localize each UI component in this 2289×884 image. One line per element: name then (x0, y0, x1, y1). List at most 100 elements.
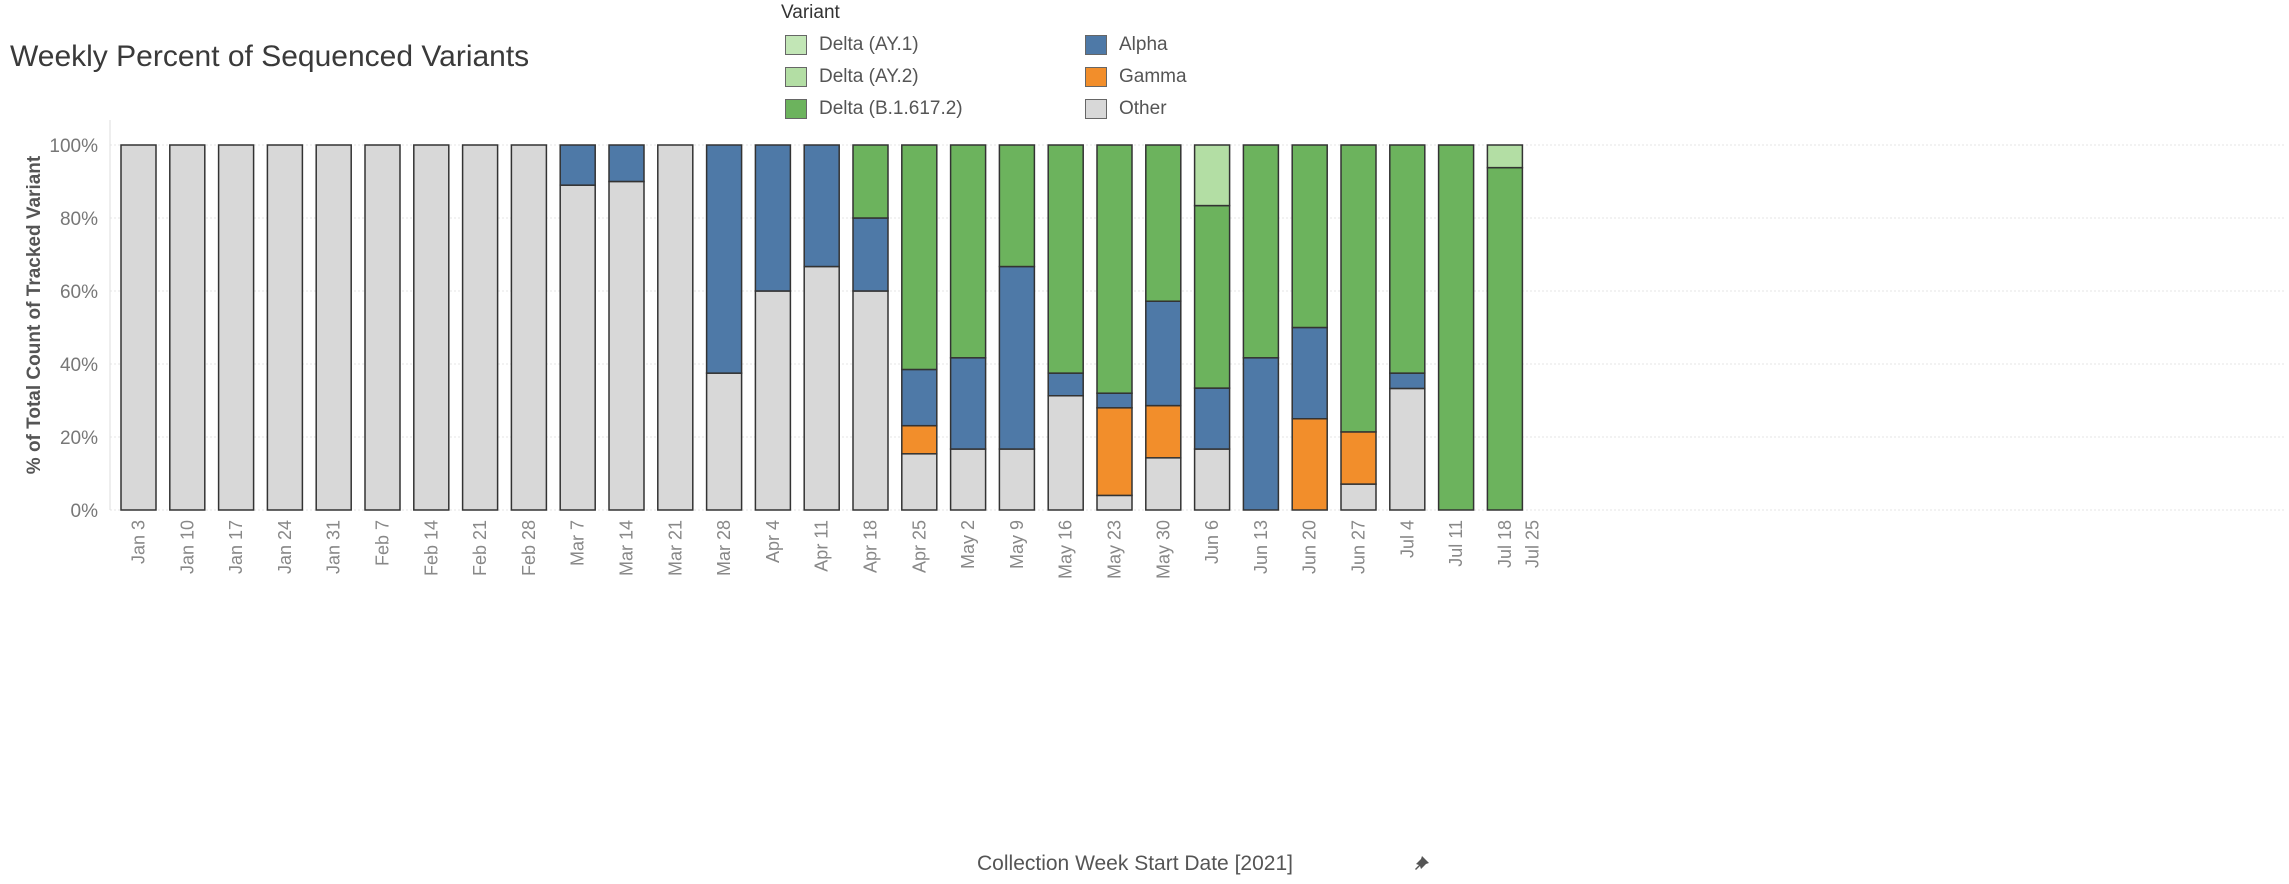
bar-segment[interactable] (1047, 395, 1084, 511)
x-tick-label: Feb 7 (373, 520, 393, 566)
bar-segment[interactable] (1389, 372, 1426, 390)
y-tick-label: 80% (60, 209, 98, 230)
bar-segment[interactable] (1145, 404, 1182, 459)
legend-title: Variant (781, 2, 840, 23)
bar-segment[interactable] (1096, 494, 1133, 511)
bar-segment[interactable] (120, 144, 157, 511)
bar-segment[interactable] (266, 144, 304, 511)
bar-segment[interactable] (1145, 300, 1182, 407)
bar-segment[interactable] (852, 144, 889, 219)
x-axis-label: Collection Week Start Date [2021] (977, 852, 1293, 875)
bar-segment[interactable] (169, 144, 206, 511)
bar-segment[interactable] (901, 453, 938, 511)
legend-item[interactable]: Delta (AY.1) (785, 32, 1085, 58)
bar-segment[interactable] (852, 217, 889, 292)
bar-segment[interactable] (1291, 326, 1328, 420)
bar-segment[interactable] (315, 144, 352, 511)
x-tick-label: Jan 10 (177, 520, 197, 574)
bar-segment[interactable] (1340, 431, 1377, 485)
bar-segment[interactable] (1145, 144, 1182, 302)
bar-segment[interactable] (852, 290, 889, 511)
bar-segment[interactable] (1145, 457, 1182, 511)
bar-segment[interactable] (1242, 144, 1280, 359)
bar-segment[interactable] (705, 144, 743, 374)
x-tick-label: Mar 21 (665, 520, 685, 576)
bar-segment[interactable] (754, 290, 792, 511)
bar-segment[interactable] (803, 144, 840, 268)
bar-segment[interactable] (559, 144, 596, 186)
bar-segment[interactable] (608, 144, 645, 183)
legend-item[interactable]: Gamma (1085, 64, 1285, 90)
bar-segment[interactable] (1193, 387, 1231, 450)
x-tick-label: May 16 (1056, 520, 1076, 579)
x-tick-label: May 2 (958, 520, 978, 569)
bar-segment[interactable] (559, 184, 596, 511)
legend-swatch (785, 67, 807, 87)
x-tick-label: Jan 3 (129, 520, 149, 564)
x-tick-label: Mar 7 (568, 520, 588, 566)
legend-item[interactable]: Alpha (1085, 32, 1285, 58)
bar-segment[interactable] (705, 372, 743, 511)
bar-segment[interactable] (1340, 144, 1377, 433)
bar-segment[interactable] (998, 265, 1036, 450)
bar-segment[interactable] (1047, 372, 1084, 397)
bar-segment[interactable] (413, 144, 450, 511)
bar-segment[interactable] (901, 424, 938, 455)
bar-segment[interactable] (1389, 387, 1426, 511)
bar-segment[interactable] (998, 448, 1036, 511)
legend-label: Other (1119, 98, 1167, 119)
bar-segment[interactable] (998, 144, 1036, 268)
bar-segment[interactable] (510, 144, 548, 511)
chart-title: Weekly Percent of Sequenced Variants (10, 40, 530, 73)
y-tick-label: 60% (60, 282, 98, 303)
bar-segment[interactable] (949, 357, 987, 450)
legend-item[interactable]: Delta (B.1.617.2) (785, 96, 1085, 122)
bar-segment[interactable] (1291, 144, 1328, 329)
bar-segment[interactable] (1047, 144, 1084, 374)
bar-segment[interactable] (608, 180, 645, 511)
pin-icon[interactable] (1415, 854, 1429, 870)
x-tick-label: Jul 18 (1495, 520, 1515, 568)
bar-segment[interactable] (1193, 448, 1231, 511)
legend: Variant Delta (AY.1) Alpha Delta (AY.2) Gam… (781, 2, 1285, 122)
y-tick-label: 100% (49, 136, 98, 157)
x-tick-label: Feb 14 (421, 520, 441, 576)
x-tick-label: Mar 28 (714, 520, 734, 576)
bar-segment[interactable] (901, 144, 938, 371)
bar-segment[interactable] (754, 144, 792, 292)
bar-segment[interactable] (1096, 407, 1133, 497)
bar-segment[interactable] (1437, 144, 1475, 511)
x-tick-label: May 9 (1007, 520, 1027, 569)
legend-item[interactable]: Other (1085, 96, 1285, 122)
bar-segment[interactable] (1242, 357, 1280, 511)
bar-segment[interactable] (1291, 418, 1328, 511)
x-tick-label: Apr 25 (909, 520, 929, 573)
bar-segment[interactable] (1486, 144, 1524, 169)
x-tick-label: Jul 11 (1446, 520, 1466, 567)
bar-segment[interactable] (1193, 144, 1231, 207)
bar-segment[interactable] (901, 368, 938, 427)
bar-segment[interactable] (217, 144, 255, 511)
bar-segment[interactable] (461, 144, 499, 511)
bar-segment[interactable] (1096, 144, 1133, 394)
bar-segment[interactable] (1340, 483, 1377, 511)
y-tick-label: 20% (60, 428, 98, 449)
bar-segment[interactable] (657, 144, 694, 511)
y-tick-label: 40% (60, 355, 98, 376)
x-tick-label: Jun 20 (1300, 520, 1320, 574)
x-tick-label: Jul 4 (1397, 520, 1417, 558)
bar-segment[interactable] (364, 144, 401, 511)
bar-segment[interactable] (949, 448, 987, 511)
bar-segment[interactable] (1096, 392, 1133, 409)
bar-segment[interactable] (1486, 166, 1524, 511)
legend-item[interactable]: Delta (AY.2) (785, 64, 1085, 90)
bar-segment[interactable] (949, 144, 987, 359)
x-tick-label: Jan 24 (275, 520, 295, 574)
x-tick-label: Jul 25 (1522, 520, 1542, 568)
bar-segment[interactable] (803, 265, 840, 511)
bar-segment[interactable] (1389, 144, 1426, 374)
x-axis: Jan 3 Jan 10 Jan 17 Jan 24 Jan 31 Feb 7 Feb 14… (129, 520, 1543, 579)
legend-swatch (785, 35, 807, 55)
bar-segment[interactable] (1193, 204, 1231, 389)
